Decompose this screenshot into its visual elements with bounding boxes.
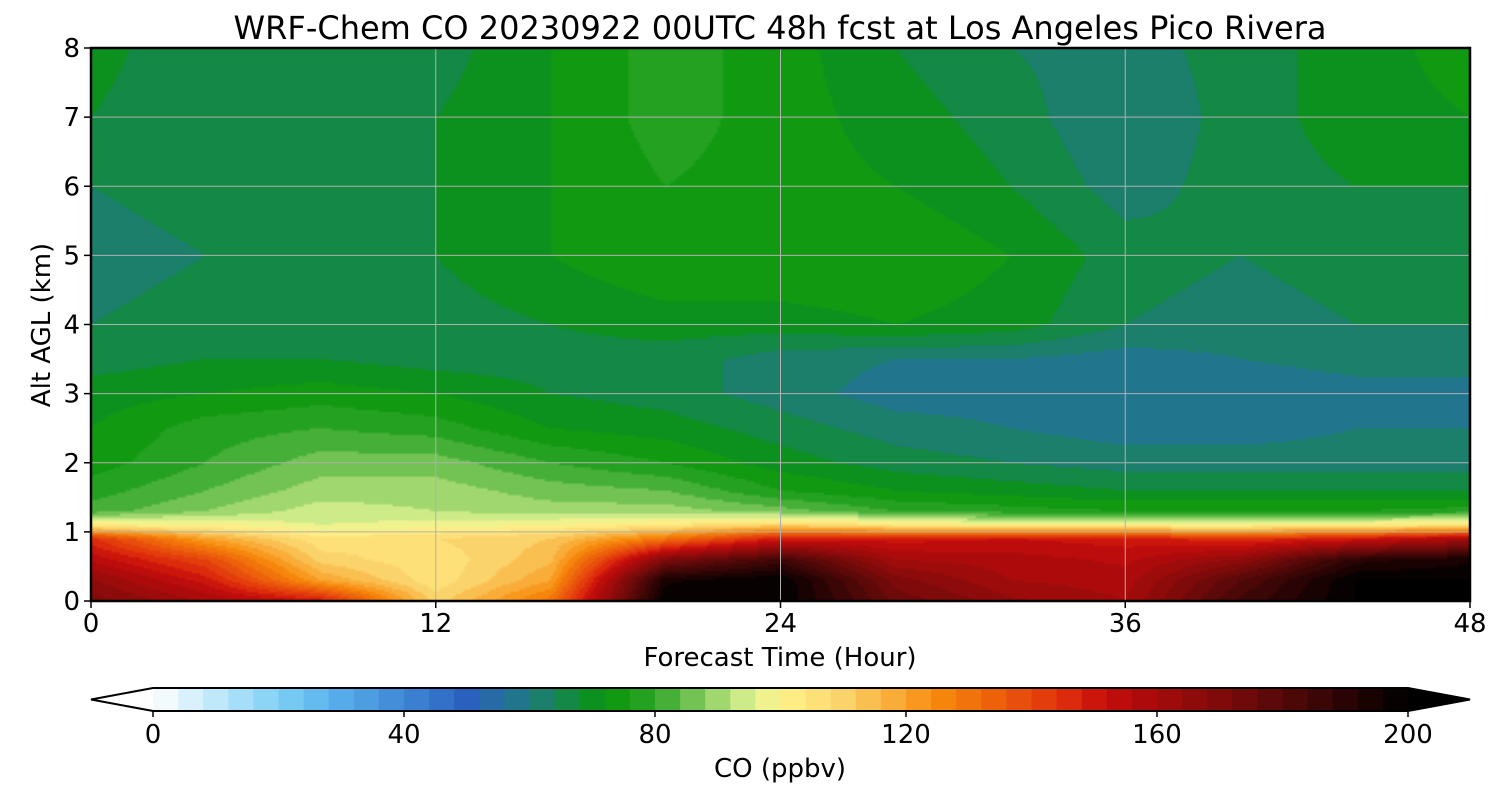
y-axis-label: Alt AGL (km) xyxy=(27,243,57,407)
colorbar-cell xyxy=(1031,688,1058,711)
y-tick-label: 2 xyxy=(63,449,80,479)
colorbar-cells xyxy=(153,688,1409,711)
colorbar-cell xyxy=(479,688,505,711)
colorbar-cell xyxy=(1282,688,1309,711)
colorbar-cell xyxy=(1056,688,1083,711)
colorbar-label: CO (ppbv) xyxy=(714,754,846,784)
colorbar-cell xyxy=(855,688,882,711)
colorbar-cell xyxy=(1382,688,1409,711)
colorbar-cell xyxy=(755,688,782,711)
x-axis-ticks: 0 12 24 36 48 xyxy=(83,601,1487,639)
colorbar-tick-label: 80 xyxy=(638,720,671,750)
colorbar-cell xyxy=(655,688,681,711)
colorbar-cell xyxy=(1257,688,1284,711)
colorbar-cell xyxy=(429,688,455,711)
colorbar-cell xyxy=(1157,688,1183,711)
colorbar-cell xyxy=(1232,688,1258,711)
colorbar-cell xyxy=(554,688,581,711)
x-tick-label: 36 xyxy=(1109,609,1142,639)
colorbar-cell xyxy=(378,688,405,711)
colorbar-cell xyxy=(178,688,204,711)
y-tick-label: 4 xyxy=(63,311,80,341)
y-tick-label: 8 xyxy=(63,34,80,64)
x-tick-label: 24 xyxy=(764,609,797,639)
colorbar-cell xyxy=(956,688,982,711)
colorbar-cell xyxy=(880,688,907,711)
y-tick-label: 0 xyxy=(63,587,80,617)
colorbar-cell xyxy=(1106,688,1133,711)
colorbar-cell xyxy=(454,688,480,711)
colorbar: 0 40 80 120 160 200 CO (ppbv) xyxy=(90,687,1471,784)
colorbar-cell xyxy=(730,688,756,711)
colorbar-cell xyxy=(1332,688,1359,711)
y-axis-ticks: 0 1 2 3 4 5 6 7 8 xyxy=(63,34,91,617)
x-tick-label: 12 xyxy=(419,609,452,639)
colorbar-cell xyxy=(830,688,857,711)
y-tick-label: 5 xyxy=(63,241,80,271)
colorbar-cell xyxy=(1307,688,1334,711)
colorbar-cell xyxy=(805,688,832,711)
colorbar-cell xyxy=(629,688,656,711)
colorbar-ticks: 0 40 80 120 160 200 xyxy=(145,711,1433,750)
y-tick-label: 7 xyxy=(63,103,80,133)
colorbar-cell xyxy=(353,688,380,711)
colorbar-tick-label: 120 xyxy=(881,720,931,750)
colorbar-tick-label: 40 xyxy=(387,720,420,750)
colorbar-cell xyxy=(328,688,355,711)
y-tick-label: 3 xyxy=(63,380,80,410)
colorbar-cell xyxy=(1182,688,1208,711)
y-tick-label: 1 xyxy=(63,518,80,548)
colorbar-cell xyxy=(604,688,631,711)
colorbar-cell xyxy=(504,688,531,711)
colorbar-cell xyxy=(931,688,957,711)
colorbar-tick-label: 160 xyxy=(1132,720,1182,750)
colorbar-cell xyxy=(680,688,706,711)
colorbar-cell xyxy=(1081,688,1108,711)
colorbar-under-arrow xyxy=(91,688,153,711)
colorbar-cell xyxy=(404,688,430,711)
chart-title: WRF-Chem CO 20230922 00UTC 48h fcst at L… xyxy=(234,9,1327,47)
x-axis-label: Forecast Time (Hour) xyxy=(643,643,916,673)
colorbar-cell xyxy=(1207,688,1233,711)
x-tick-label: 48 xyxy=(1453,609,1486,639)
colorbar-cell xyxy=(1131,688,1158,711)
colorbar-tick-label: 200 xyxy=(1383,720,1433,750)
colorbar-cell xyxy=(153,688,179,711)
colorbar-cell xyxy=(228,688,254,711)
colorbar-cell xyxy=(278,688,305,711)
colorbar-cell xyxy=(981,688,1007,711)
colorbar-cell xyxy=(579,688,606,711)
colorbar-over-arrow xyxy=(1408,688,1470,711)
colorbar-cell xyxy=(780,688,807,711)
colorbar-cell xyxy=(906,688,932,711)
colorbar-cell xyxy=(303,688,330,711)
colorbar-cell xyxy=(203,688,229,711)
colorbar-cell xyxy=(1357,688,1384,711)
colorbar-cell xyxy=(1006,688,1033,711)
colorbar-cell xyxy=(253,688,280,711)
y-tick-label: 6 xyxy=(63,172,80,202)
x-tick-label: 0 xyxy=(83,609,100,639)
colorbar-tick-label: 0 xyxy=(145,720,162,750)
colorbar-cell xyxy=(529,688,556,711)
colorbar-cell xyxy=(705,688,731,711)
